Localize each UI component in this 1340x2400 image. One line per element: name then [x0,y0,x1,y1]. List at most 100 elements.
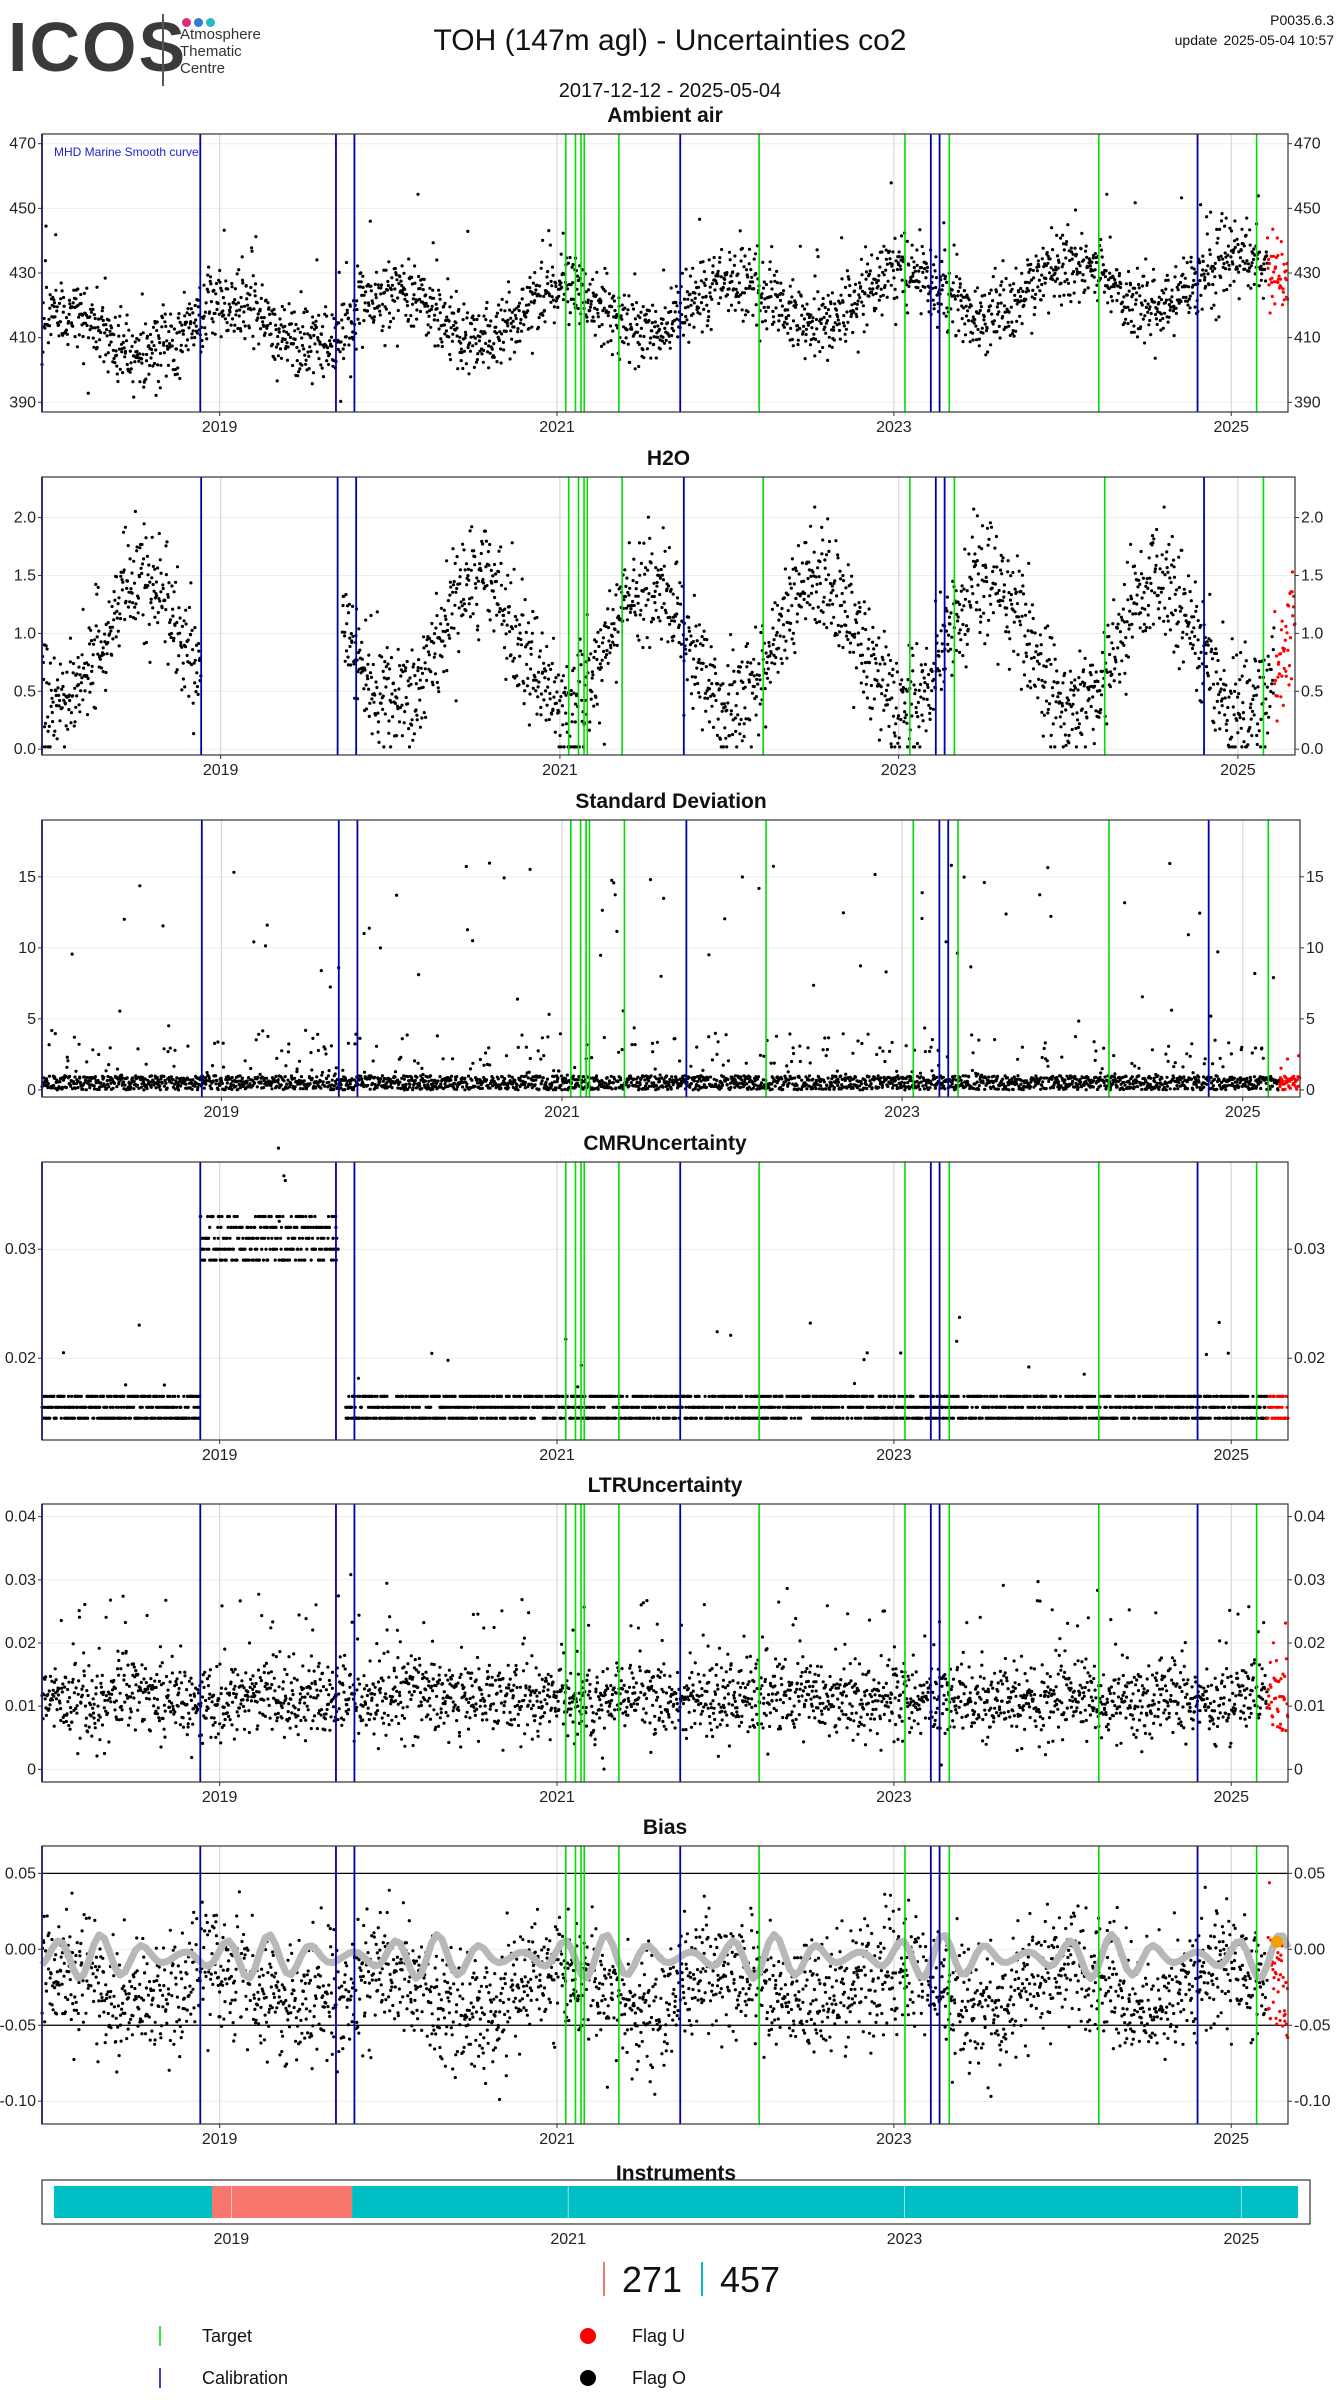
y-tick-label-right: 0.05 [1294,1865,1325,1882]
x-tick-label: 2023 [876,2131,912,2148]
logo-dot-teal [206,18,215,27]
y-tick-label-right: -0.05 [1294,2017,1331,2034]
y-tick-label-right: 0.5 [1301,683,1323,700]
x-tick-label: 2023 [887,2231,923,2248]
instrument-count-first: 271 [622,2259,682,2300]
x-tick-label: 2025 [1213,1789,1249,1806]
y-tick-label: 0.03 [5,1572,36,1589]
y-tick-label: -0.05 [0,2017,36,2034]
panel-title: Instruments [616,2162,736,2185]
y-tick-label: 0.5 [14,683,36,700]
panel-3: CMRUncertainty 0.02 0.02 0.03 0.03 2019 2021 20… [5,1132,1325,1464]
y-tick-label: 0.04 [5,1509,36,1526]
x-tick-label: 2025 [1213,419,1249,436]
y-tick-label: 430 [9,265,36,282]
x-tick-label: 2019 [204,1104,240,1121]
y-tick-label-right: 430 [1294,265,1321,282]
y-tick-label-right: 15 [1306,869,1324,886]
update-stamp: update 2025-05-04 10:57 [1169,32,1334,48]
y-tick-label-right: 470 [1294,136,1321,153]
instrument-counts: 271 457 [603,2259,780,2300]
update-label: update [1174,32,1218,48]
x-tick-label: 2023 [876,1447,912,1464]
x-tick-label: 2021 [539,1789,575,1806]
logo-subtitle: Atmosphere Thematic Centre [180,26,261,77]
y-tick-label-right: 0.00 [1294,1941,1325,1958]
data-points [40,505,1297,749]
x-tick-label: 2021 [550,2231,586,2248]
legend-label: Target [202,2326,252,2346]
product-code: P0035.6.3 [1270,12,1334,28]
x-tick-label: 2025 [1224,2231,1260,2248]
panel-title: Ambient air [607,104,723,127]
y-tick-label-right: 0.0 [1301,741,1323,758]
x-tick-label: 2021 [539,2131,575,2148]
instrument-count-second: 457 [720,2259,780,2300]
panel-5: Bias 0.05 0.05 0.00 0.00 -0.05 -0.05 -0.10 -0.10… [0,1816,1331,2148]
panel-0: Ambient air MHD Marine Smooth curve 390 390… [9,104,1321,436]
x-tick-label: 2025 [1225,1104,1261,1121]
y-tick-label: 0.0 [14,741,36,758]
x-tick-label: 2019 [202,1789,238,1806]
y-tick-label: 1.5 [14,567,36,584]
y-tick-label: 450 [9,200,36,217]
x-tick-label: 2025 [1213,2131,1249,2148]
logo-dot-blue [194,18,203,27]
y-tick-label-right: 1.5 [1301,567,1323,584]
panel-title: Standard Deviation [575,790,766,813]
x-tick-label: 2021 [539,419,575,436]
y-tick-label: 0.01 [5,1698,36,1715]
y-tick-label-right: 0 [1306,1082,1315,1099]
x-tick-label: 2019 [203,762,239,779]
recent-bias-marker [1270,1935,1283,1948]
logo-dot-pink [182,18,191,27]
x-tick-label: 2021 [542,762,578,779]
panel-title: Bias [643,1816,687,1839]
y-tick-label: 5 [27,1011,36,1028]
page-header: ICOS Atmosphere Thematic Centre TOH (147… [0,0,1340,110]
x-tick-label: 2025 [1213,1447,1249,1464]
y-tick-label-right: 0.02 [1294,1350,1325,1367]
y-tick-label: 0.05 [5,1865,36,1882]
legend: Target Calibration Flag U Flag O [159,2326,686,2388]
y-tick-label-right: -0.10 [1294,2093,1331,2110]
legend-flag-o-swatch [580,2370,596,2386]
y-tick-label-right: 0.03 [1294,1241,1325,1258]
y-tick-label: 410 [9,330,36,347]
x-tick-label: 2019 [202,1447,238,1464]
panel-1: H2O 0.0 0.0 0.5 0.5 1.0 1.0 1.5 1.5 2.0 2.0 2019 202… [14,447,1324,779]
y-tick-label: 0.00 [5,1941,36,1958]
y-tick-label-right: 0 [1294,1761,1303,1778]
y-tick-label: 10 [18,940,36,957]
logo-subtitle-line-1: Atmosphere [180,26,261,43]
y-tick-label-right: 410 [1294,330,1321,347]
x-tick-label: 2023 [876,1789,912,1806]
data-points [40,181,1290,403]
y-tick-label: 0.03 [5,1241,36,1258]
x-tick-label: 2019 [214,2231,250,2248]
x-tick-label: 2023 [876,419,912,436]
data-points [40,861,1302,1092]
panel-title: H2O [647,447,690,470]
y-tick-label: 0.02 [5,1350,36,1367]
y-tick-label-right: 1.0 [1301,625,1323,642]
icos-logo: ICOS [8,8,188,86]
y-tick-label-right: 2.0 [1301,510,1323,527]
panel-annotation: MHD Marine Smooth curve [54,145,199,159]
y-tick-label: 0.02 [5,1635,36,1652]
logo-subtitle-line-3: Centre [180,60,226,77]
logo-dots [182,14,218,32]
logo-subtitle-line-2: Thematic [180,43,242,60]
y-tick-label-right: 390 [1294,394,1321,411]
y-tick-label-right: 10 [1306,940,1324,957]
smooth-curve [39,1930,1292,1982]
legend-label: Flag O [632,2368,686,2388]
y-tick-label-right: 0.02 [1294,1635,1325,1652]
instrument-segment [212,2186,353,2218]
page-title: TOH (147m agl) - Uncertainties co2 [433,24,907,57]
panel-2: Standard Deviation 0 0 5 5 10 10 15 15 2019 2021 20… [18,790,1324,1121]
y-tick-label: 1.0 [14,625,36,642]
y-tick-label: 0 [27,1761,36,1778]
legend-label: Calibration [202,2368,288,2388]
y-tick-label: 390 [9,394,36,411]
